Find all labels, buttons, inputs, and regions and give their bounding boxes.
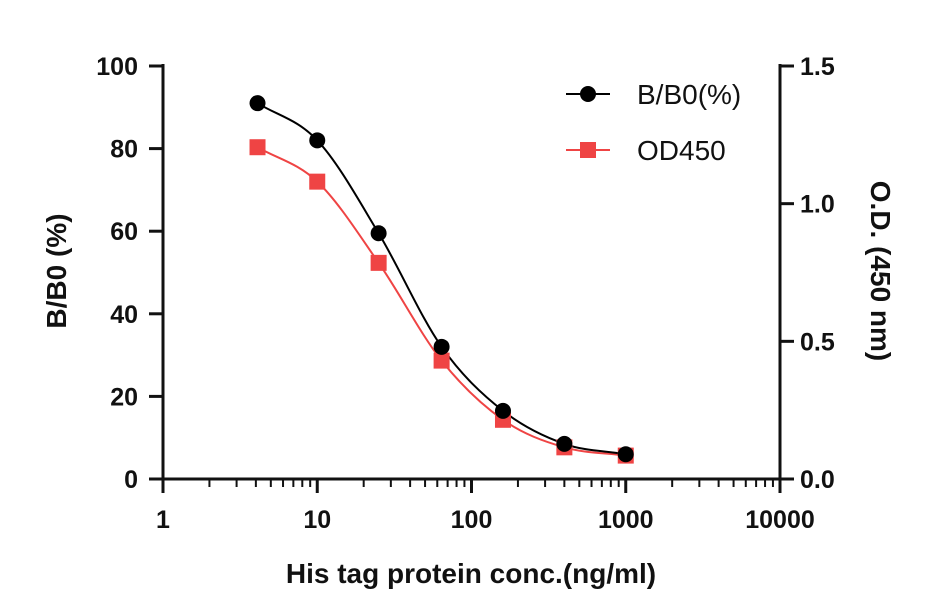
left-y-tick-label: 20 (110, 383, 138, 411)
data-point-bb0 (309, 132, 326, 149)
ticks: 1 10 100 1000 10000 0 20 40 60 80 100 0.0 0.5 1.0 1.5 (96, 53, 835, 534)
x-tick-label: 100 (451, 506, 493, 534)
data-point-bb0 (249, 95, 266, 112)
left-y-tick-label: 40 (110, 301, 138, 329)
right-y-tick-label: 0.5 (800, 328, 835, 356)
data-point-od450 (370, 254, 387, 271)
fit-curves (256, 102, 626, 457)
left-y-tick-label: 60 (110, 218, 138, 246)
left-y-tick-label: 80 (110, 136, 138, 164)
x-tick-label: 10 (303, 506, 331, 534)
x-tick-label: 10000 (745, 506, 815, 534)
right-y-tick-label: 1.0 (800, 191, 835, 219)
fit-curve-od450 (257, 146, 626, 457)
x-tick-label: 1 (156, 506, 170, 534)
legend-label-od450: OD450 (637, 135, 726, 166)
data-point-od450 (433, 352, 450, 369)
data-point-bb0 (494, 402, 511, 419)
left-y-tick-label: 100 (96, 53, 138, 81)
axes (160, 64, 782, 481)
legend-label-bb0: B/B0(%) (637, 79, 741, 110)
data-point-bb0 (370, 225, 387, 242)
data-point-od450 (309, 173, 326, 190)
legend-marker-bb0 (580, 86, 596, 102)
left-y-tick-label: 0 (124, 466, 138, 494)
right-y-tick-label: 0.0 (800, 466, 835, 494)
fit-curve-bb0 (256, 102, 626, 456)
right-y-tick-label: 1.5 (800, 53, 835, 81)
left-y-axis-title: B/B0 (%) (41, 213, 72, 328)
legend-marker-od450 (580, 142, 596, 158)
legend: B/B0(%) OD450 (566, 79, 741, 166)
data-point-bb0 (617, 446, 634, 463)
x-axis-title: His tag protein conc.(ng/ml) (286, 558, 656, 589)
data-point-od450 (249, 139, 266, 156)
data-point-bb0 (433, 338, 450, 355)
x-tick-label: 1000 (598, 506, 654, 534)
data-points (249, 95, 634, 464)
right-y-axis-title: O.D. (450 nm) (865, 181, 896, 361)
data-point-bb0 (556, 435, 573, 452)
